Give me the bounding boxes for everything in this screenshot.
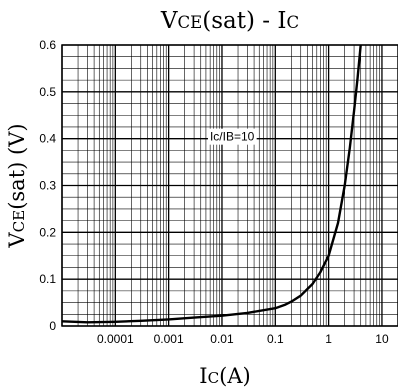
curve-layer: [61, 44, 362, 324]
x-axis-label: IC(A): [199, 364, 250, 388]
x-tick-labels: 0.0001 0.001 0.01 0.1 1 10: [97, 332, 389, 346]
plot-frame: [61, 44, 398, 327]
x-tick-label: 10: [375, 332, 389, 346]
y-tick-label: 0.4: [39, 132, 56, 146]
y-tick-label: 0.3: [39, 179, 56, 193]
grid: [61, 44, 398, 327]
y-tick-label: 0.2: [39, 225, 56, 239]
y-tick-label: 0: [49, 319, 56, 333]
y-axis-label: VCE(sat) (V): [5, 123, 29, 248]
y-tick-label: 0.1: [39, 272, 56, 286]
y-tick-label: 0.6: [39, 38, 56, 52]
x-tick-label: 0.01: [210, 332, 234, 346]
x-tick-label: 0.0001: [97, 332, 134, 346]
annotation-ic-ib: Ic/IB=10: [210, 130, 255, 144]
x-tick-label: 1: [325, 332, 332, 346]
x-tick-label: 0.001: [154, 332, 184, 346]
y-tick-label: 0.5: [39, 85, 56, 99]
vce-sat-curve: [61, 44, 362, 324]
annotation-background: [207, 128, 257, 145]
x-tick-label: 0.1: [267, 332, 284, 346]
chart-title: VCE(sat) - IC: [160, 8, 299, 34]
y-tick-labels: 0 0.1 0.2 0.3 0.4 0.5 0.6: [39, 38, 56, 333]
